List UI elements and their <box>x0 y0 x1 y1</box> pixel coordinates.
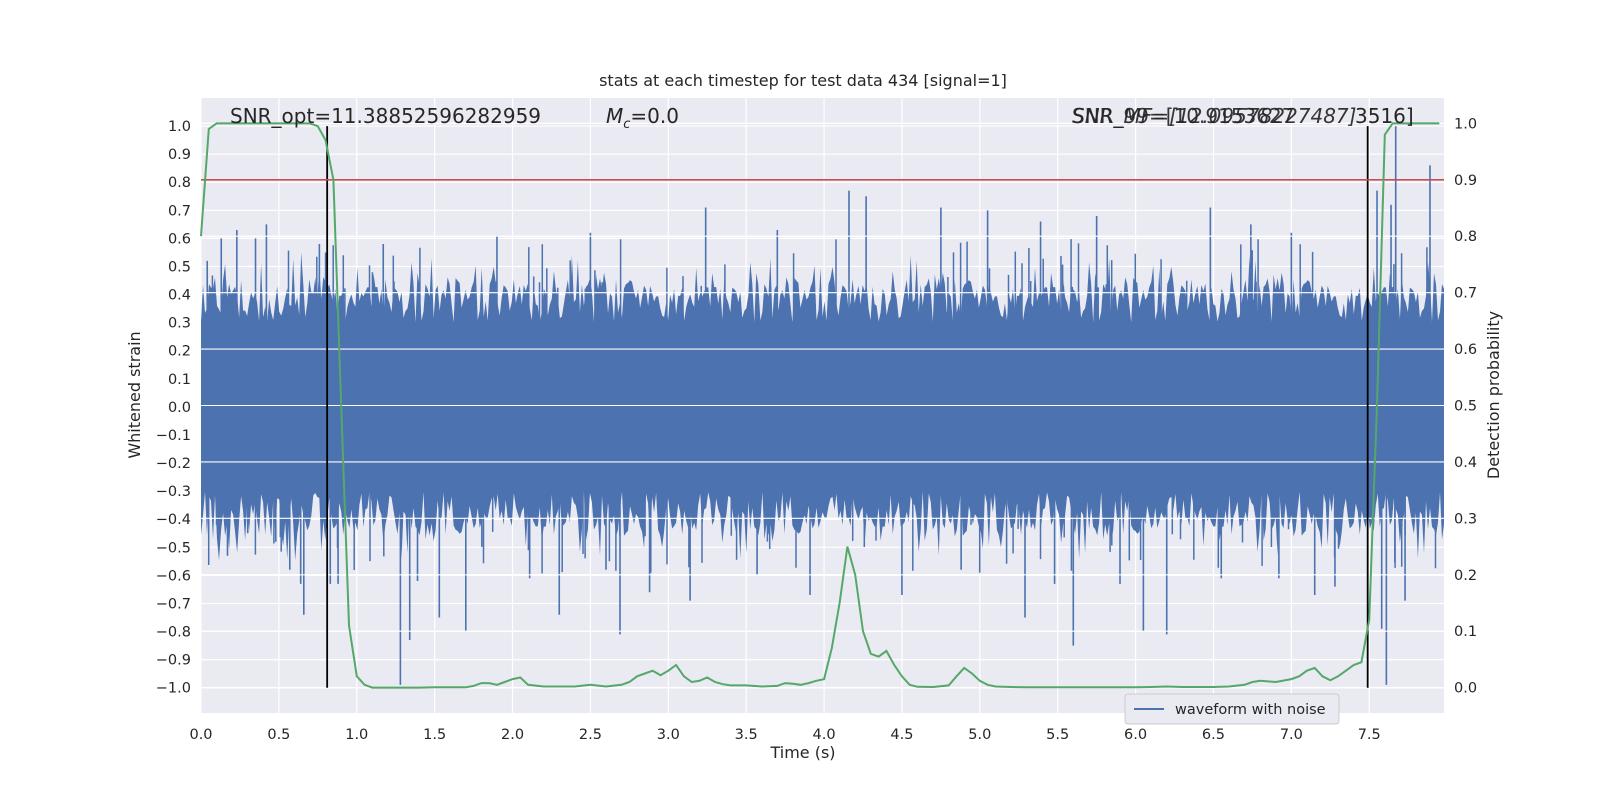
y-tick-label: −0.5 <box>156 540 191 556</box>
y-tick-label: 0.7 <box>168 203 191 219</box>
y-tick-label: −0.8 <box>156 625 191 641</box>
x-tick-label: 4.0 <box>813 727 836 743</box>
chirp-mass-subscript: c <box>623 117 630 132</box>
chirp-mass-value: =0.0 <box>630 104 679 128</box>
y2-tick-label: 0.9 <box>1454 173 1477 189</box>
y-axis-title: Whitened strain <box>125 331 144 458</box>
waveform-series <box>201 126 1444 685</box>
x-tick-label: 1.5 <box>423 727 446 743</box>
y-tick-label: −0.4 <box>156 512 191 528</box>
snr-99-annotation: SNR_99=[10.9153627 <box>1072 104 1294 128</box>
y-tick-label: −0.7 <box>156 596 191 612</box>
legend-label-waveform: waveform with noise <box>1175 702 1326 718</box>
probability-line <box>200 122 1440 689</box>
x-tick-label: 7.0 <box>1280 727 1303 743</box>
x-axis-title: Time (s) <box>769 743 835 762</box>
y-tick-label: 0.4 <box>168 288 191 304</box>
x-tick-label: 1.0 <box>345 727 368 743</box>
y-tick-label: 0.1 <box>168 372 191 388</box>
y-tick-label: 0.8 <box>168 175 191 191</box>
y-tick-label: −0.3 <box>156 484 191 500</box>
y-tick-label: 0.9 <box>168 147 191 163</box>
y-tick-label: 1.0 <box>168 119 191 135</box>
x-tick-label: 0.0 <box>189 727 212 743</box>
y2-tick-label: 0.2 <box>1454 568 1477 584</box>
y2-tick-label: 0.7 <box>1454 286 1477 302</box>
waveform-line-body <box>201 252 1444 561</box>
y-tick-label: 0.0 <box>168 400 191 416</box>
y-tick-label: 0.3 <box>168 316 191 332</box>
snr-mf-annotation: SNR_MF=[12.09578227487] <box>1072 104 1356 128</box>
chirp-mass-symbol: M <box>606 104 623 128</box>
y2-tick-label: 0.3 <box>1454 511 1477 527</box>
y2-tick-label: 1.0 <box>1454 116 1477 132</box>
x-tick-label: 7.5 <box>1358 727 1381 743</box>
y2-tick-label: 0.5 <box>1454 399 1477 415</box>
axis-tick-labels: 0.0 0.5 1.0 1.5 2.0 2.5 3.0 3.5 4.0 4.5 5.0 5.5 6.0 6… <box>156 116 1477 743</box>
y2-tick-label: 0.8 <box>1454 229 1477 245</box>
y2-axis-title: Detection probability <box>1484 311 1503 479</box>
chirp-mass-annotation: Mc=0.0 <box>606 104 679 132</box>
y2-tick-label: 0.4 <box>1454 455 1477 471</box>
snr-opt-annotation: SNR_opt=11.38852596282959 <box>230 104 541 128</box>
y-tick-label: −0.9 <box>156 653 191 669</box>
y2-tick-label: 0.6 <box>1454 342 1477 358</box>
x-tick-label: 2.5 <box>579 727 602 743</box>
y-tick-label: −0.2 <box>156 456 191 472</box>
legend-box <box>1124 693 1340 725</box>
x-tick-label: 5.5 <box>1046 727 1069 743</box>
x-tick-label: 3.0 <box>657 727 680 743</box>
chart-title: stats at each timestep for test data 434… <box>599 71 1007 90</box>
x-tick-label: 6.5 <box>1202 727 1225 743</box>
snr-99-annotation-tail: 3516] <box>1355 104 1414 128</box>
y-tick-label: 0.2 <box>168 344 191 360</box>
x-tick-label: 6.0 <box>1124 727 1147 743</box>
x-tick-label: 2.0 <box>501 727 524 743</box>
y-tick-label: 0.5 <box>168 259 191 275</box>
x-tick-label: 4.5 <box>890 727 913 743</box>
probability-series <box>200 122 1440 689</box>
x-tick-label: 5.0 <box>968 727 991 743</box>
y-tick-label: 0.6 <box>168 231 191 247</box>
y2-tick-label: 0.0 <box>1454 681 1477 697</box>
legend: waveform with noise <box>1124 693 1340 725</box>
x-tick-label: 3.5 <box>735 727 758 743</box>
y2-tick-label: 0.1 <box>1454 624 1477 640</box>
y-tick-label: −0.1 <box>156 428 191 444</box>
y-tick-label: −0.6 <box>156 568 191 584</box>
x-tick-label: 0.5 <box>267 727 290 743</box>
vertical-marker-lines <box>326 126 1369 688</box>
y-tick-label: −1.0 <box>156 681 191 697</box>
